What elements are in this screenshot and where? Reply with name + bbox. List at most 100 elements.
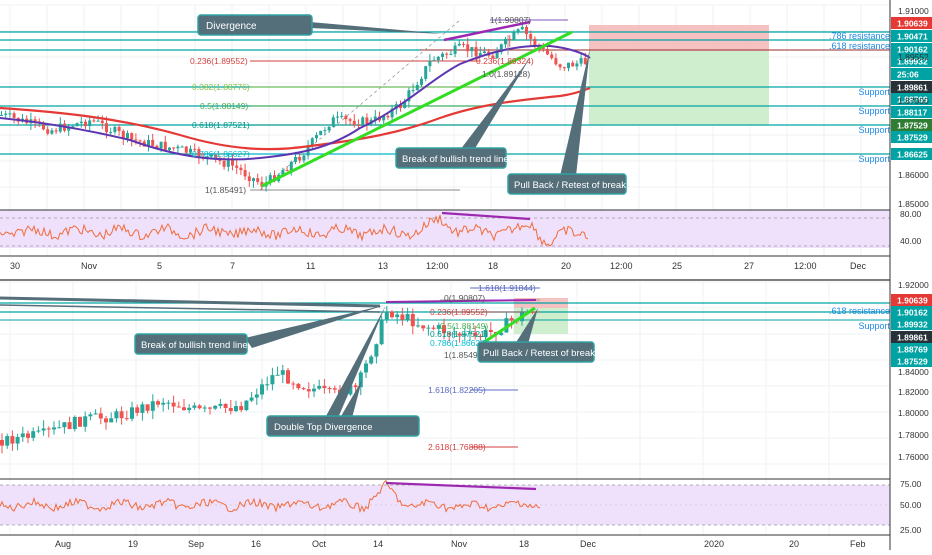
bottom-candle bbox=[306, 382, 311, 399]
bottom-candle bbox=[265, 376, 270, 391]
price-badge bbox=[891, 331, 932, 343]
svg-text:7: 7 bbox=[230, 261, 235, 271]
bottom-candle bbox=[280, 364, 285, 383]
price-badge-text: 1.86625 bbox=[897, 150, 928, 160]
svg-text:20: 20 bbox=[561, 261, 571, 271]
bottom-candle bbox=[374, 343, 379, 364]
price-badge-text: 1.88769 bbox=[897, 95, 928, 105]
top-bullish-trend-line bbox=[261, 30, 573, 188]
price-tick: 1.84000 bbox=[898, 367, 929, 377]
bottom-candle bbox=[36, 426, 41, 434]
bottom-candle bbox=[218, 398, 223, 409]
top-candle bbox=[302, 154, 306, 163]
bottom-chart[interactable]: 1.618(1.91844) 0(1.90807) 0.236(1.89552)… bbox=[0, 279, 932, 549]
top-candle bbox=[151, 133, 155, 148]
top-callout-pullback[interactable]: Pull Back / Retest of break bbox=[507, 48, 627, 195]
top-candle bbox=[529, 30, 533, 46]
top-price-scale: 1.91000 1.90639 1.90471 1.90162 1.89932 25:06… bbox=[891, 6, 932, 209]
bottom-callout-pullback[interactable]: Pull Back / Retest of break bbox=[477, 308, 595, 363]
top-candle bbox=[189, 145, 192, 156]
price-tick: 1.82000 bbox=[898, 387, 929, 397]
top-candle bbox=[420, 76, 423, 87]
top-candle bbox=[462, 41, 465, 48]
bottom-candle bbox=[104, 415, 108, 430]
bottom-pullback-text: Pull Back / Retest of break bbox=[483, 348, 595, 359]
top-candle bbox=[344, 114, 348, 125]
bottom-618-resistance-label: .618 resistance bbox=[829, 306, 890, 316]
bottom-callout-double-top[interactable]: Double Top Divergence bbox=[266, 305, 420, 437]
bottom-candle bbox=[312, 384, 316, 398]
top-candle bbox=[403, 98, 407, 109]
bottom-candle bbox=[405, 307, 410, 323]
bottom-callout-break[interactable]: Break of bullish trend line bbox=[134, 305, 385, 355]
svg-text:20: 20 bbox=[789, 539, 799, 549]
bottom-candle bbox=[78, 416, 82, 427]
bottom-fib-0618: 0.618(1.87521) bbox=[430, 329, 488, 339]
bottom-candle bbox=[483, 325, 488, 341]
top-fib-05: 0.5(1.88149) bbox=[200, 101, 248, 111]
top-candle bbox=[180, 145, 184, 148]
bottom-fib-1618up: 1.618(1.91844) bbox=[478, 283, 536, 293]
bottom-candle bbox=[488, 322, 493, 339]
top-callout-divergence[interactable]: Divergence bbox=[197, 14, 445, 36]
top-target-zone bbox=[589, 51, 769, 125]
bottom-candle bbox=[182, 398, 186, 412]
svg-text:Oct: Oct bbox=[312, 539, 327, 549]
top-candle bbox=[163, 135, 167, 152]
top-candle bbox=[285, 166, 289, 172]
top-candle bbox=[365, 113, 369, 131]
bottom-candle bbox=[145, 404, 150, 414]
bottom-divergence-line bbox=[385, 299, 537, 303]
price-badge-text: 1.89932 bbox=[897, 320, 928, 330]
top-callout-break[interactable]: Break of bullish trend line bbox=[395, 58, 530, 169]
svg-text:Aug: Aug bbox=[55, 539, 71, 549]
bottom-fib-labels: 1.618(1.91844) 0(1.90807) 0.236(1.89552)… bbox=[428, 283, 536, 452]
bottom-candle bbox=[62, 422, 67, 434]
bottom-candle bbox=[171, 395, 176, 413]
top-candle bbox=[348, 117, 352, 126]
price-tick: 1.91000 bbox=[898, 6, 929, 16]
top-candle bbox=[247, 171, 251, 187]
price-badge-text: 1.88769 bbox=[897, 345, 928, 355]
svg-text:19: 19 bbox=[128, 539, 138, 549]
top-candle bbox=[453, 42, 457, 58]
top-candle bbox=[50, 128, 54, 135]
bottom-fib-0236: 0.236(1.89552) bbox=[430, 307, 488, 317]
top-candle bbox=[327, 126, 331, 133]
svg-text:40.00: 40.00 bbox=[900, 236, 922, 246]
top-candle bbox=[457, 39, 461, 47]
bottom-candle bbox=[5, 433, 10, 449]
bottom-candle bbox=[93, 409, 98, 415]
top-candle bbox=[193, 143, 197, 153]
bottom-candle bbox=[332, 385, 337, 394]
bottom-candle bbox=[208, 406, 212, 415]
top-candle bbox=[470, 47, 474, 58]
svg-text:18: 18 bbox=[519, 539, 529, 549]
top-candle bbox=[478, 46, 482, 57]
top-candle bbox=[256, 173, 260, 185]
bottom-candle bbox=[83, 411, 88, 432]
top-candle bbox=[315, 132, 318, 142]
price-badge bbox=[891, 106, 932, 118]
svg-text:12:00: 12:00 bbox=[610, 261, 633, 271]
bottom-candle bbox=[468, 326, 472, 342]
top-chart[interactable]: 1(1.90807) 0.236(1.89552) 0.382(1.88776)… bbox=[0, 4, 890, 271]
top-candle bbox=[516, 28, 520, 35]
bottom-candle bbox=[395, 311, 400, 324]
price-badge-text: 1.89932 bbox=[897, 57, 928, 67]
bottom-fib-1618: 1.618(1.82205) bbox=[428, 385, 486, 395]
bottom-candle bbox=[327, 386, 332, 394]
bottom-candle bbox=[442, 318, 446, 340]
svg-text:16: 16 bbox=[251, 539, 261, 549]
bottom-candle bbox=[197, 404, 202, 410]
top-candle bbox=[75, 122, 79, 127]
price-tick: 1.87000 bbox=[898, 96, 929, 106]
price-badge bbox=[891, 17, 932, 29]
bottom-candle bbox=[176, 401, 181, 408]
svg-text:2020: 2020 bbox=[704, 539, 724, 549]
bottom-candle bbox=[20, 426, 25, 442]
bottom-candle bbox=[46, 426, 51, 438]
top-candle bbox=[243, 163, 247, 181]
